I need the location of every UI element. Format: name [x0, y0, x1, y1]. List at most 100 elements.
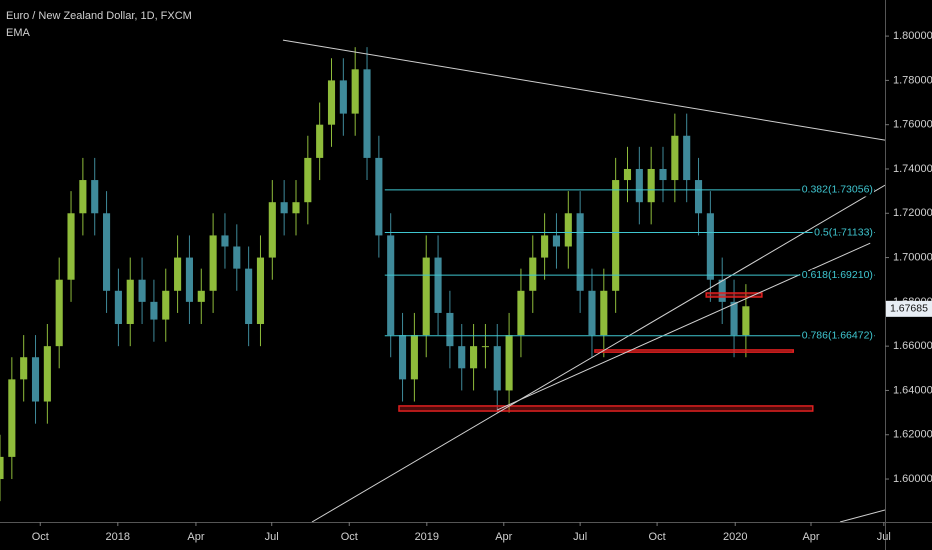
- x-tick-label: Apr: [802, 531, 819, 543]
- candle-body: [671, 135, 679, 181]
- candle-body: [67, 213, 75, 280]
- candle-body: [481, 346, 489, 348]
- candle-body: [718, 279, 726, 302]
- y-tick-label: 1.76000: [893, 119, 932, 131]
- y-tick-label: 1.72000: [893, 207, 932, 219]
- candle-body: [659, 168, 667, 181]
- x-tick-label: Oct: [649, 531, 666, 543]
- y-tick-label: 1.60000: [893, 473, 932, 485]
- candle-body: [612, 180, 620, 291]
- candle-body: [635, 168, 643, 203]
- candle-body: [55, 279, 63, 347]
- fib-label: 0.786(1.66472): [802, 329, 873, 341]
- y-tick-label: 1.70000: [893, 251, 932, 263]
- x-tick-label: 2019: [415, 531, 439, 543]
- x-tick-label: Jul: [265, 531, 279, 543]
- candle-body: [292, 202, 300, 214]
- trendline: [282, 39, 885, 141]
- candle-body: [327, 80, 336, 125]
- candle-body: [742, 306, 750, 336]
- candle-body: [446, 312, 454, 347]
- x-tick-label: Jul: [573, 531, 587, 543]
- candle-body: [339, 80, 347, 114]
- current-price-label: 1.67685: [890, 303, 928, 315]
- zone: [398, 405, 814, 412]
- trendline: [497, 242, 871, 411]
- candle-body: [517, 290, 525, 336]
- candle-body: [209, 235, 217, 291]
- indicator-label: EMA: [6, 27, 31, 39]
- trendline: [311, 184, 885, 522]
- candle-body: [197, 290, 205, 302]
- candle-body: [683, 135, 691, 181]
- candle-body: [221, 235, 229, 247]
- candle-body: [103, 213, 111, 291]
- candle-body: [43, 346, 51, 402]
- candle-body: [31, 357, 40, 402]
- candle-body: [138, 279, 146, 302]
- candle-body: [233, 246, 241, 269]
- candle-body: [576, 213, 584, 291]
- candle-body: [304, 157, 312, 203]
- candle-body: [647, 168, 655, 203]
- y-tick-label: 1.74000: [893, 163, 932, 175]
- candle-body: [588, 290, 596, 336]
- plot-area: [0, 39, 885, 522]
- x-tick-label: Oct: [341, 531, 358, 543]
- candle-body: [150, 301, 158, 320]
- candle-body: [387, 235, 395, 336]
- candle-body: [126, 279, 134, 325]
- y-tick-label: 1.64000: [893, 384, 932, 396]
- candle-body: [458, 346, 466, 369]
- y-tick-label: 1.62000: [893, 429, 932, 441]
- candle-body: [541, 235, 549, 258]
- candle-body: [316, 124, 324, 158]
- trendline: [839, 509, 885, 522]
- candle-body: [623, 168, 632, 181]
- candle-body: [8, 379, 16, 457]
- candle-body: [564, 213, 572, 247]
- x-tick-label: 2020: [723, 531, 747, 543]
- candle-body: [470, 346, 478, 369]
- chart-title: Euro / New Zealand Dollar, 1D, FXCM: [6, 10, 192, 22]
- candle-body: [20, 357, 28, 380]
- candle-body: [600, 290, 608, 336]
- candle-body: [505, 335, 513, 391]
- candle-body: [280, 202, 288, 214]
- candle-body: [185, 257, 193, 302]
- candle-body: [410, 335, 418, 380]
- candle-body: [434, 257, 442, 313]
- fib-label: 0.5(1.71133): [814, 226, 873, 238]
- candle-body: [79, 180, 87, 214]
- x-tick-label: Apr: [495, 531, 512, 543]
- candle-body: [256, 257, 265, 325]
- candle-body: [730, 301, 738, 336]
- candle-body: [706, 213, 714, 280]
- candle-body: [398, 335, 407, 380]
- candle-body: [162, 290, 170, 320]
- candle-body: [529, 257, 537, 291]
- candle-body: [375, 157, 383, 236]
- candle-body: [0, 456, 4, 480]
- current-price-box: [886, 300, 932, 317]
- candle-body: [245, 268, 253, 325]
- x-tick-label: 2018: [106, 531, 130, 543]
- y-tick-label: 1.80000: [893, 30, 932, 42]
- candle-body: [552, 235, 561, 247]
- candle-body: [351, 69, 359, 114]
- candle-body: [422, 257, 430, 336]
- candle-body: [174, 257, 182, 291]
- fib-label: 0.618(1.69210): [802, 269, 873, 281]
- x-tick-label: Apr: [187, 531, 204, 543]
- fib-label: 0.382(1.73056): [802, 184, 873, 196]
- candle-body: [91, 180, 99, 214]
- candle-body: [114, 290, 122, 325]
- zone: [705, 292, 763, 298]
- zone: [594, 349, 794, 353]
- candle-body: [268, 202, 276, 258]
- y-tick-label: 1.78000: [893, 74, 932, 86]
- candle-body: [694, 180, 703, 214]
- candle-body: [493, 346, 501, 391]
